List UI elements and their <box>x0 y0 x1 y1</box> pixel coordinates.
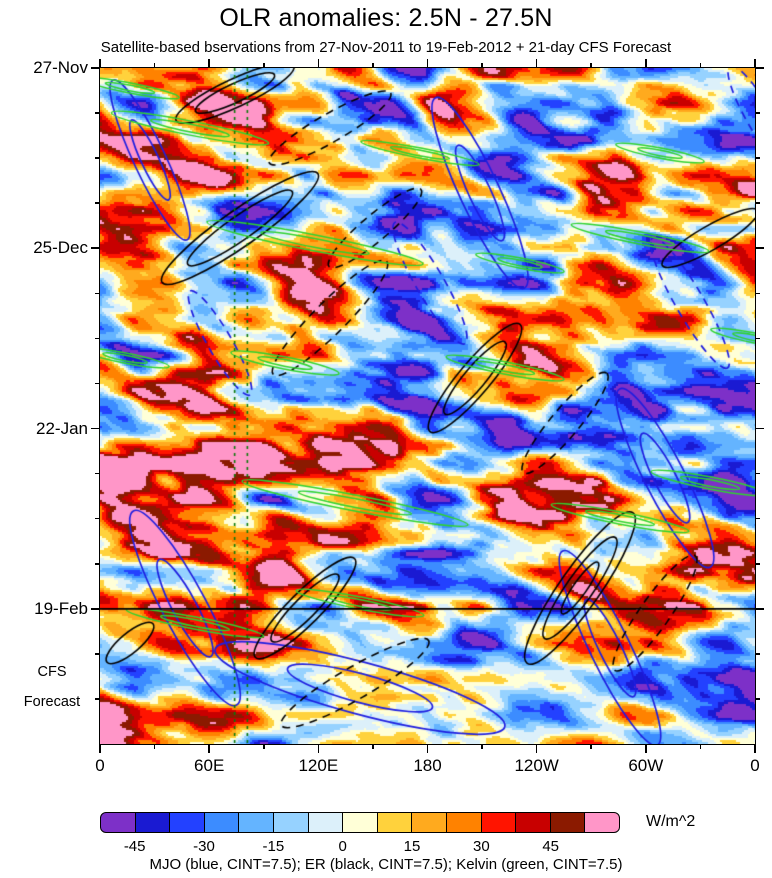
colorbar-tick-label: -30 <box>193 838 215 855</box>
x-tick <box>317 744 320 753</box>
hovmoller-plot-frame <box>99 67 756 745</box>
colorbar-segment <box>238 812 274 833</box>
y-tick <box>755 517 760 520</box>
y-tick <box>95 292 100 295</box>
hovmoller-field-canvas <box>100 68 755 744</box>
x-tick <box>426 59 429 68</box>
colorbar-segment <box>169 812 205 833</box>
x-tick <box>754 744 756 753</box>
colorbar-segment <box>342 812 378 833</box>
colorbar-segment <box>411 812 447 833</box>
x-tick <box>754 59 756 68</box>
x-tick <box>645 744 647 753</box>
y-tick-label: 19-Feb <box>34 598 88 618</box>
colorbar-segment <box>549 812 586 833</box>
page-title: OLR anomalies: 2.5N - 27.5N <box>219 4 553 32</box>
x-tick-label: 180 <box>413 756 442 775</box>
x-tick-label: 60E <box>194 756 225 775</box>
colorbar-segment <box>134 812 171 833</box>
y-tick <box>755 562 760 565</box>
y-tick <box>95 562 100 565</box>
colorbar-tick-label: 45 <box>542 838 559 855</box>
x-tick <box>481 744 483 749</box>
colorbar-segment <box>480 812 517 833</box>
x-tick-label: 0 <box>95 756 105 775</box>
x-tick-label: 120E <box>298 756 339 775</box>
x-tick <box>535 59 538 68</box>
x-tick <box>590 744 593 749</box>
x-tick <box>208 744 210 753</box>
x-tick <box>535 744 538 753</box>
y-tick <box>95 698 100 700</box>
y-tick <box>755 337 760 340</box>
x-tick-label: 60W <box>628 756 664 775</box>
contour-legend-caption: MJO (blue, CINT=7.5); ER (black, CINT=7.… <box>149 856 623 873</box>
colorbar-tick-label: -45 <box>123 838 146 855</box>
x-tick-label: 120W <box>514 756 559 775</box>
colorbar-segment <box>515 812 551 833</box>
colorbar-segment <box>445 812 482 833</box>
y-tick <box>95 202 100 204</box>
y-tick <box>755 653 760 655</box>
y-tick <box>755 427 764 430</box>
y-tick <box>755 67 764 69</box>
y-tick-label: 22-Jan <box>36 418 88 438</box>
colorbar-segment <box>307 812 344 833</box>
x-tick <box>153 744 156 749</box>
x-tick <box>590 63 593 68</box>
y-tick <box>91 67 100 69</box>
y-tick <box>95 382 100 385</box>
x-tick <box>481 63 483 68</box>
colorbar-segment <box>272 812 309 833</box>
y-tick <box>755 112 760 114</box>
x-tick <box>699 744 702 749</box>
colorbar-segment <box>584 812 620 833</box>
x-tick <box>153 63 156 68</box>
y-tick <box>755 608 764 610</box>
colorbar-units-label: W/m^2 <box>646 813 696 830</box>
x-tick <box>99 59 101 68</box>
x-tick <box>99 744 101 753</box>
colorbar-segment <box>100 812 136 833</box>
y-tick-label: 25-Dec <box>33 238 88 258</box>
colorbar-tick-label: 0 <box>338 838 347 855</box>
x-tick <box>426 744 429 753</box>
y-tick <box>91 427 100 430</box>
x-tick <box>262 744 265 749</box>
x-tick <box>645 59 647 68</box>
y-tick <box>95 653 100 655</box>
y-tick <box>755 472 760 475</box>
x-tick-label: 0 <box>750 756 760 775</box>
subtitle: Satellite-based bservations from 27-Nov-… <box>100 39 672 56</box>
colorbar-tick-label: 30 <box>472 838 490 855</box>
colorbar-tick-label: -15 <box>262 838 285 855</box>
x-tick <box>262 63 265 68</box>
y-tick <box>755 157 760 159</box>
y-tick <box>91 608 100 610</box>
y-tick <box>755 698 760 700</box>
y-tick <box>95 472 100 475</box>
y-tick <box>755 247 764 250</box>
y-tick-label: 27-Nov <box>33 58 88 77</box>
colorbar <box>100 812 620 833</box>
x-tick <box>372 744 374 749</box>
colorbar-tick-label: 15 <box>403 838 421 855</box>
y-tick <box>755 292 760 295</box>
y-tick <box>95 517 100 520</box>
colorbar-segment <box>203 812 240 833</box>
y-tick <box>95 157 100 159</box>
y-tick <box>755 382 760 385</box>
y-tick <box>95 112 100 114</box>
y-tick <box>95 337 100 340</box>
x-tick <box>317 59 320 68</box>
cfs-forecast-label-line2: Forecast <box>23 694 81 710</box>
y-tick <box>755 202 760 204</box>
y-tick <box>91 247 100 250</box>
colorbar-segment <box>376 812 413 833</box>
cfs-forecast-label-line1: CFS <box>37 664 67 680</box>
x-tick <box>208 59 210 68</box>
x-tick <box>372 63 374 68</box>
x-tick <box>699 63 702 68</box>
